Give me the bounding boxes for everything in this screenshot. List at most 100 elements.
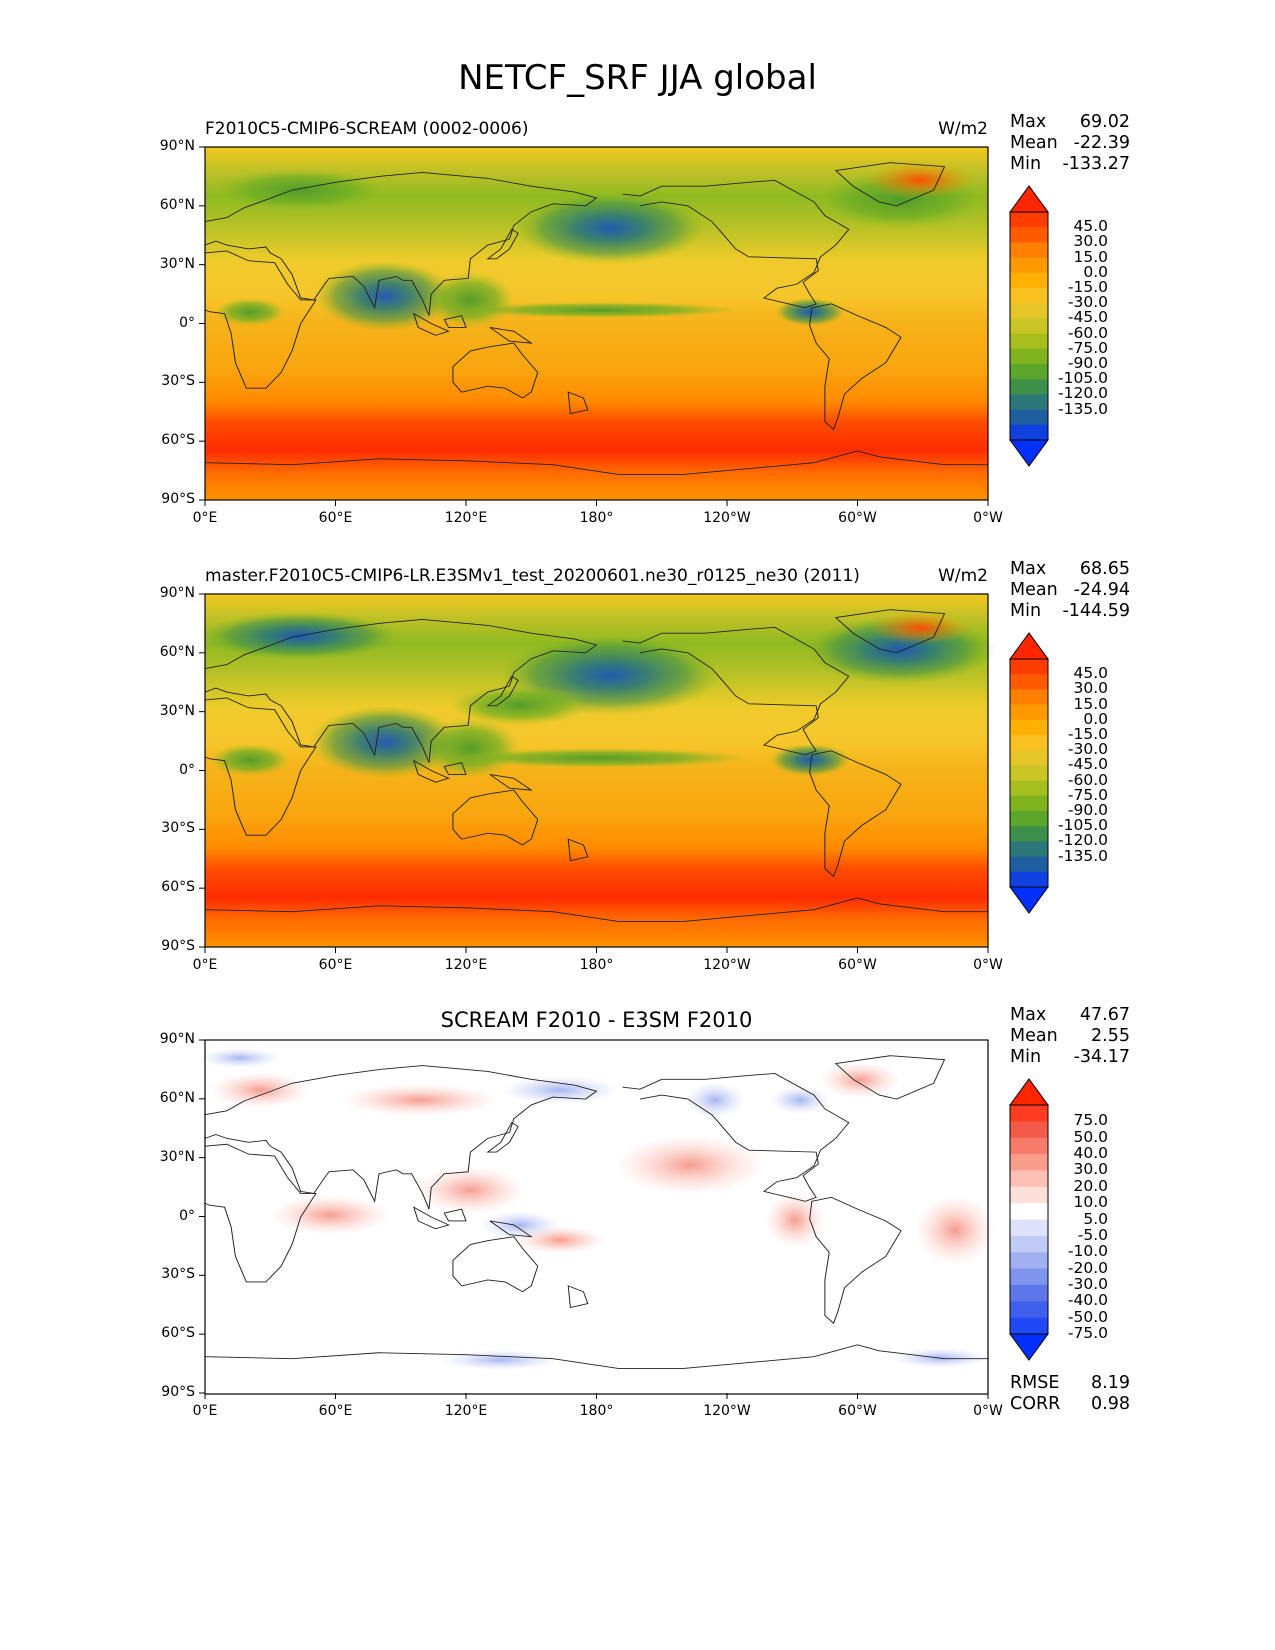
colorbar-segment <box>1010 1301 1048 1319</box>
panel-2-stat-min-value: -144.59 <box>1062 601 1130 621</box>
panel-3-rmse-label: RMSE <box>1010 1373 1060 1393</box>
panel-3-corr-label: CORR <box>1010 1394 1061 1414</box>
panel-1-stat-max-label: Max <box>1010 112 1047 132</box>
lat-tick-label: 90°S <box>161 491 195 507</box>
colorbar-segment <box>1010 227 1048 243</box>
colorbar-label: -75.0 <box>1067 785 1108 804</box>
lon-tick-label: 60°W <box>838 510 877 526</box>
colorbar-segment <box>1010 750 1048 766</box>
panel-1-title: F2010C5-CMIP6-SCREAM (0002-0006) <box>205 119 529 139</box>
lat-tick-label: 30°N <box>159 255 195 272</box>
colorbar-segment <box>1010 719 1048 736</box>
colorbar-label: 20.0 <box>1073 1176 1108 1195</box>
colorbar-label: -105.0 <box>1058 816 1108 835</box>
colorbar-label: -50.0 <box>1067 1307 1108 1326</box>
panel-2-title: master.F2010C5-CMIP6-LR.E3SMv1_test_2020… <box>205 566 860 586</box>
lat-tick-label: 0° <box>179 761 195 778</box>
lon-tick-label: 120°W <box>703 1403 751 1419</box>
colorbar-label: -45.0 <box>1067 308 1108 327</box>
colorbar-segment <box>1010 1105 1048 1122</box>
lon-tick-label: 120°E <box>444 510 488 526</box>
lon-tick-label: 60°E <box>318 510 353 526</box>
lon-tick-label: 60°E <box>318 1403 353 1419</box>
colorbar-label: -20.0 <box>1067 1258 1108 1277</box>
colorbar-label: -90.0 <box>1067 354 1108 372</box>
colorbar-segment <box>1010 1317 1048 1335</box>
colorbar-segment <box>1010 735 1048 751</box>
colorbar-label: 50.0 <box>1073 1127 1108 1146</box>
colorbar-label: 40.0 <box>1073 1144 1108 1163</box>
lon-tick-label: 180° <box>579 510 614 526</box>
colorbar-label: -30.0 <box>1067 293 1108 312</box>
colorbar-segment <box>1010 288 1048 304</box>
panel-1-stat-min-value: -133.27 <box>1062 154 1130 174</box>
colorbar-segment <box>1010 765 1048 782</box>
colorbar-label: 45.0 <box>1073 217 1108 236</box>
lat-tick-label: 90°S <box>161 938 195 954</box>
lat-tick-label: 60°S <box>161 432 195 449</box>
lon-tick-label: 120°E <box>444 957 488 973</box>
colorbar-segment <box>1010 826 1048 842</box>
colorbar-label: 30.0 <box>1073 679 1108 698</box>
colorbar-segment <box>1010 242 1048 259</box>
panel-1-units: W/m2 <box>938 119 988 139</box>
colorbar-frame <box>1009 1104 1049 1335</box>
colorbar-label: -60.0 <box>1067 770 1108 789</box>
panel-2-stat-max-label: Max <box>1010 559 1047 579</box>
colorbar-label: -75.0 <box>1067 338 1108 357</box>
colorbar-segment <box>1010 1252 1048 1270</box>
panel-3-stat-mean-value: 2.55 <box>1091 1026 1130 1046</box>
colorbar-segment <box>1010 364 1048 380</box>
colorbar-segment <box>1010 333 1048 350</box>
colorbar-segment <box>1010 1170 1048 1188</box>
lon-tick-label: 60°W <box>838 957 877 973</box>
lon-tick-label: 60°E <box>318 957 353 973</box>
colorbar-segment <box>1010 394 1048 411</box>
colorbar-segment <box>1010 1203 1048 1220</box>
panel-2-stat-max-value: 68.65 <box>1079 559 1130 579</box>
colorbar-segment <box>1010 1137 1048 1155</box>
colorbar-min-extend <box>1009 439 1049 467</box>
colorbar-min-extend <box>1009 886 1049 914</box>
colorbar-segment <box>1010 841 1048 858</box>
colorbar-label: -75.0 <box>1067 1324 1108 1342</box>
colorbar-segment <box>1010 811 1048 827</box>
axis-tick-marks <box>199 146 989 1399</box>
colorbar-segment <box>1010 1235 1048 1253</box>
colorbar-label: -135.0 <box>1058 399 1108 418</box>
colorbar-segment <box>1010 856 1048 873</box>
panel-1-stat-max-value: 69.02 <box>1079 112 1130 132</box>
colorbar-segment <box>1010 1284 1048 1302</box>
colorbar-label: 45.0 <box>1073 664 1108 683</box>
colorbar-segment <box>1010 871 1048 888</box>
lon-tick-label: 0°E <box>192 1403 218 1419</box>
colorbar-label: -15.0 <box>1067 278 1108 296</box>
panel-1-stat-mean-value: -22.39 <box>1073 133 1130 153</box>
panel-3-stat-min-label: Min <box>1010 1047 1042 1067</box>
colorbar-max-extend <box>1009 632 1049 660</box>
panel-2-stat-mean-value: -24.94 <box>1073 580 1130 600</box>
colorbar-label: 0.0 <box>1083 709 1108 728</box>
lat-tick-label: 90°N <box>159 1031 195 1047</box>
panel-3-colorbar <box>1009 1078 1049 1361</box>
colorbar-label: -60.0 <box>1067 323 1108 342</box>
lon-tick-label: 120°W <box>703 510 751 526</box>
colorbar-segment <box>1010 689 1048 706</box>
colorbar-frame <box>1009 211 1049 441</box>
colorbar-segment <box>1010 318 1048 335</box>
panel-1-map <box>203 146 990 501</box>
colorbar-segment <box>1010 795 1048 812</box>
colorbar-segment <box>1010 704 1048 721</box>
colorbar-label: -10.0 <box>1067 1242 1108 1261</box>
lat-tick-label: 60°S <box>161 879 195 896</box>
colorbar-segment <box>1010 212 1048 228</box>
lat-tick-label: 90°N <box>159 585 195 601</box>
panel-3-stat-min-value: -34.17 <box>1073 1047 1130 1067</box>
colorbar-label: -90.0 <box>1067 801 1108 819</box>
colorbar-segment <box>1010 1121 1048 1139</box>
lat-tick-label: 30°S <box>161 373 195 390</box>
lat-tick-label: 30°N <box>159 1148 195 1165</box>
colorbar-label: 15.0 <box>1073 247 1108 266</box>
lat-tick-label: 60°S <box>161 1325 195 1342</box>
colorbar-label: -120.0 <box>1058 384 1108 403</box>
